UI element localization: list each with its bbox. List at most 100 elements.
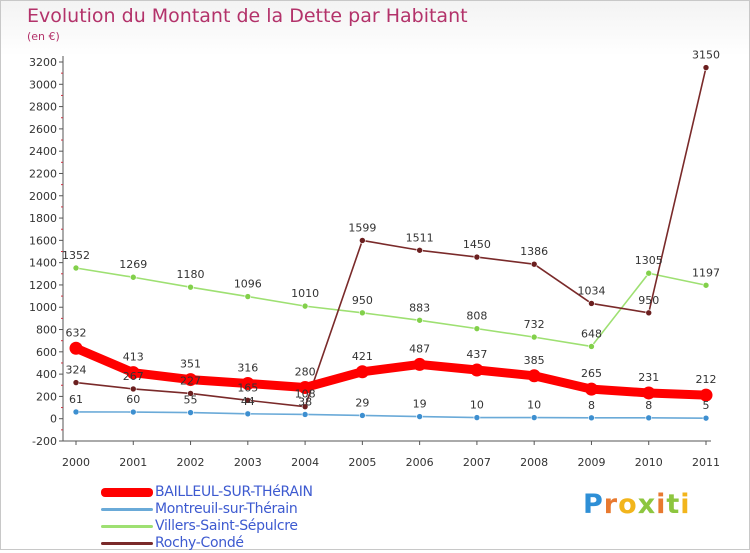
x-tick-label: 2009: [577, 456, 605, 469]
series-0-point: [241, 376, 255, 390]
series-3-data-label: 3150: [692, 49, 720, 62]
logo-letter: i: [680, 489, 691, 520]
series-line-1: [75, 411, 707, 419]
series-2-point: [416, 316, 423, 324]
series-3-data-label: 1511: [406, 231, 434, 244]
y-tick-label: 2200: [29, 167, 57, 180]
series-1-point: [473, 414, 481, 421]
legend-label: Rochy-Condé: [155, 535, 244, 551]
series-3-point: [359, 237, 366, 244]
logo-letter: x: [637, 489, 657, 520]
series-0-point: [699, 388, 713, 402]
series-1-data-label: 44: [241, 395, 255, 408]
series-3-data-label: 108: [295, 388, 316, 401]
series-3-data-label: 165: [237, 381, 258, 394]
series-0-data-label: 385: [524, 354, 545, 367]
x-tick-label: 2005: [348, 456, 376, 469]
series-3-point: [244, 397, 252, 404]
series-3-point: [187, 390, 194, 397]
chart-unit-label: (en €): [27, 30, 60, 43]
series-3-point: [416, 246, 423, 254]
series-1-data-label: 38: [298, 395, 312, 408]
series-1-point: [588, 414, 595, 422]
x-tick-label: 2000: [62, 456, 90, 469]
series-2-point: [359, 309, 366, 317]
series-2-point: [72, 264, 80, 272]
series-0-data-label: 231: [638, 371, 659, 384]
series-2-data-label: 808: [466, 310, 487, 323]
legend-label: Montreuil-sur-Thérain: [155, 501, 298, 517]
series-0-point: [527, 369, 541, 383]
y-tick-label: 0: [50, 413, 57, 426]
series-0-point: [642, 386, 656, 400]
legend-swatch: [101, 488, 153, 497]
series-2-data-label: 1352: [62, 249, 90, 262]
legend-label: BAILLEUL-SUR-THéRAIN: [155, 484, 313, 500]
series-3-point: [588, 300, 595, 307]
series-2-point: [129, 273, 137, 281]
series-1-data-label: 8: [645, 399, 652, 412]
x-tick-label: 2010: [635, 456, 663, 469]
y-tick-label: 1600: [29, 234, 57, 247]
series-3-data-label: 1034: [577, 284, 605, 297]
y-tick-label: 400: [36, 368, 57, 381]
series-0-point: [69, 341, 83, 355]
series-1-data-label: 61: [69, 393, 83, 406]
series-0-point: [355, 365, 369, 379]
y-tick-label: 600: [36, 346, 57, 359]
series-2-point: [187, 283, 194, 291]
series-1-point: [359, 412, 366, 419]
x-tick-label: 2007: [463, 456, 491, 469]
series-0-point: [184, 373, 198, 387]
chart-title: Evolution du Montant de la Dette par Hab…: [27, 5, 468, 27]
series-0-point: [126, 366, 140, 380]
series-1-data-label: 55: [184, 394, 198, 407]
series-0-point: [413, 357, 427, 371]
series-0-point: [470, 363, 484, 377]
series-0-data-label: 265: [581, 367, 602, 380]
logo-letter: t: [666, 489, 681, 520]
y-tick-label: -200: [32, 435, 57, 448]
series-1-point: [530, 414, 538, 421]
series-2-data-label: 1096: [234, 278, 262, 291]
series-0-data-label: 487: [409, 342, 430, 355]
logo-letter: P: [583, 489, 604, 520]
series-line-3: [75, 66, 707, 408]
logo-letter: r: [603, 489, 619, 520]
series-2-data-label: 1197: [692, 266, 720, 279]
series-3-point: [72, 379, 80, 386]
series-line-2: [75, 267, 707, 348]
logo-letter: o: [618, 489, 638, 520]
series-2-point: [702, 281, 710, 289]
y-tick-label: 1200: [29, 279, 57, 292]
series-1-point: [187, 409, 194, 416]
series-2-point: [244, 293, 252, 300]
series-2-point: [301, 302, 309, 310]
series-2-point: [530, 333, 538, 341]
y-tick-label: 200: [36, 390, 57, 403]
legend-label: Villers-Saint-Sépulcre: [155, 518, 298, 534]
series-2-data-label: 732: [524, 318, 545, 331]
series-2-data-label: 1269: [119, 258, 147, 271]
series-0-data-label: 212: [696, 373, 717, 386]
series-1-data-label: 29: [355, 396, 369, 409]
x-tick-label: 2002: [177, 456, 205, 469]
x-tick-label: 2006: [406, 456, 434, 469]
series-3-point: [645, 309, 653, 317]
series-3-point: [530, 260, 538, 268]
series-1-data-label: 10: [527, 399, 541, 412]
series-1-data-label: 8: [588, 399, 595, 412]
series-1-point: [645, 414, 653, 422]
y-tick-label: 1400: [29, 257, 57, 270]
x-tick-label: 2011: [692, 456, 720, 469]
series-3-point: [301, 403, 309, 410]
axes-layer: -200 0 200 400 600 800 1000 1200 1400 1600 1800 200…: [29, 56, 720, 469]
series-0-point: [584, 382, 598, 396]
series-0-data-label: 316: [237, 361, 258, 374]
proxiti-logo: Proxiti: [583, 489, 691, 520]
series-3-point: [129, 385, 137, 393]
x-tick-label: 2003: [234, 456, 262, 469]
series-2-point: [645, 269, 653, 277]
